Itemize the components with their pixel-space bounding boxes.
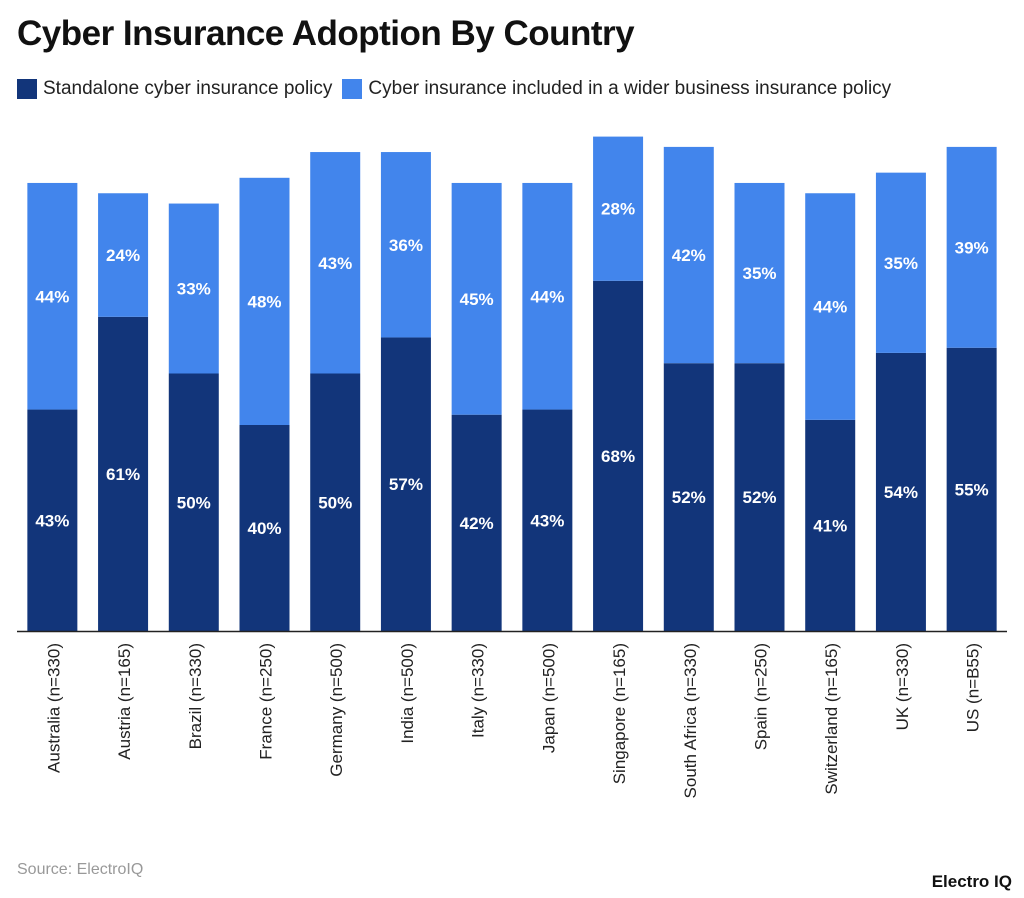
bar-segment xyxy=(593,136,644,281)
legend: Standalone cyber insurance policy Cyber … xyxy=(17,78,891,100)
x-tick-label: Brazil (n=330) xyxy=(186,643,205,749)
data-label: 48% xyxy=(247,292,281,311)
bar-segment xyxy=(875,352,926,631)
bar-segment xyxy=(380,337,431,631)
data-label: 57% xyxy=(389,475,423,494)
legend-label: Cyber insurance included in a wider busi… xyxy=(368,78,892,99)
data-label: 43% xyxy=(530,511,564,530)
brand-logo: Electro IQ xyxy=(931,872,1012,891)
x-tick-label: France (n=250) xyxy=(257,643,276,760)
data-label: 43% xyxy=(35,511,69,530)
bar-segment xyxy=(168,203,219,374)
x-tick-label: Singapore (n=165) xyxy=(610,643,629,784)
legend-item-wider: Cyber insurance included in a wider busi… xyxy=(342,78,891,100)
data-label: 61% xyxy=(106,465,140,484)
bar-segment xyxy=(168,373,219,631)
legend-swatch xyxy=(342,79,363,99)
x-tick-label: Austria (n=165) xyxy=(115,643,134,760)
data-label: 35% xyxy=(884,254,918,273)
bar-segment xyxy=(663,146,714,364)
bar-segment xyxy=(875,172,926,353)
data-label: 55% xyxy=(955,480,989,499)
x-tick-label: Switzerland (n=165) xyxy=(822,643,841,795)
bar-segment xyxy=(522,182,573,410)
bar-segment xyxy=(310,152,361,374)
data-label: 50% xyxy=(318,493,352,512)
data-label: 39% xyxy=(955,238,989,257)
x-tick-label: Australia (n=330) xyxy=(44,643,63,773)
data-label: 68% xyxy=(601,447,635,466)
bar-segment xyxy=(98,316,149,631)
data-label: 43% xyxy=(318,254,352,273)
x-tick-label: UK (n=330) xyxy=(893,643,912,730)
bar-segment xyxy=(734,182,785,364)
data-label: 52% xyxy=(742,488,776,507)
bar-segment xyxy=(98,193,149,317)
bar-segment xyxy=(522,409,573,631)
bar-segment xyxy=(805,419,856,631)
bar-segment xyxy=(27,409,78,631)
data-label: 41% xyxy=(813,516,847,535)
data-label: 54% xyxy=(884,483,918,502)
bar-segment xyxy=(239,177,290,425)
x-tick-label: Spain (n=250) xyxy=(752,643,771,750)
bar-segment xyxy=(380,152,431,338)
data-label: 40% xyxy=(247,519,281,538)
data-label: 36% xyxy=(389,236,423,255)
bar-segment xyxy=(310,373,361,631)
x-tick-label: Germany (n=500) xyxy=(327,643,346,777)
data-label: 44% xyxy=(813,298,847,317)
data-label: 44% xyxy=(35,287,69,306)
data-label: 45% xyxy=(460,290,494,309)
data-label: 35% xyxy=(742,264,776,283)
data-label: 42% xyxy=(672,246,706,265)
x-tick-label: Japan (n=500) xyxy=(539,643,558,753)
data-label: 42% xyxy=(460,514,494,533)
data-label: 28% xyxy=(601,200,635,219)
x-tick-label: India (n=500) xyxy=(398,643,417,744)
legend-label: Standalone cyber insurance policy xyxy=(43,78,333,99)
x-tick-label: South Africa (n=330) xyxy=(681,643,700,798)
bar-segment xyxy=(451,182,502,415)
bar-segment xyxy=(946,146,997,348)
bar-segment xyxy=(451,414,502,631)
data-label: 50% xyxy=(177,493,211,512)
legend-swatch xyxy=(17,79,37,99)
data-label: 24% xyxy=(106,246,140,265)
source-note: Source: ElectroIQ xyxy=(17,861,144,878)
bar-segment xyxy=(593,280,644,631)
data-label: 33% xyxy=(177,280,211,299)
legend-item-standalone: Standalone cyber insurance policy xyxy=(17,78,332,100)
bar-segment xyxy=(734,363,785,631)
data-label: 44% xyxy=(530,287,564,306)
chart-title: Cyber Insurance Adoption By Country xyxy=(17,14,635,53)
bar-segment xyxy=(663,363,714,631)
x-tick-label: US (n=B55) xyxy=(964,643,983,732)
x-tick-label: Italy (n=330) xyxy=(469,643,488,738)
bar-segment xyxy=(946,347,997,631)
bar-segment xyxy=(239,425,290,631)
data-label: 52% xyxy=(672,488,706,507)
bar-segment xyxy=(27,182,78,410)
bar-segment xyxy=(805,193,856,420)
